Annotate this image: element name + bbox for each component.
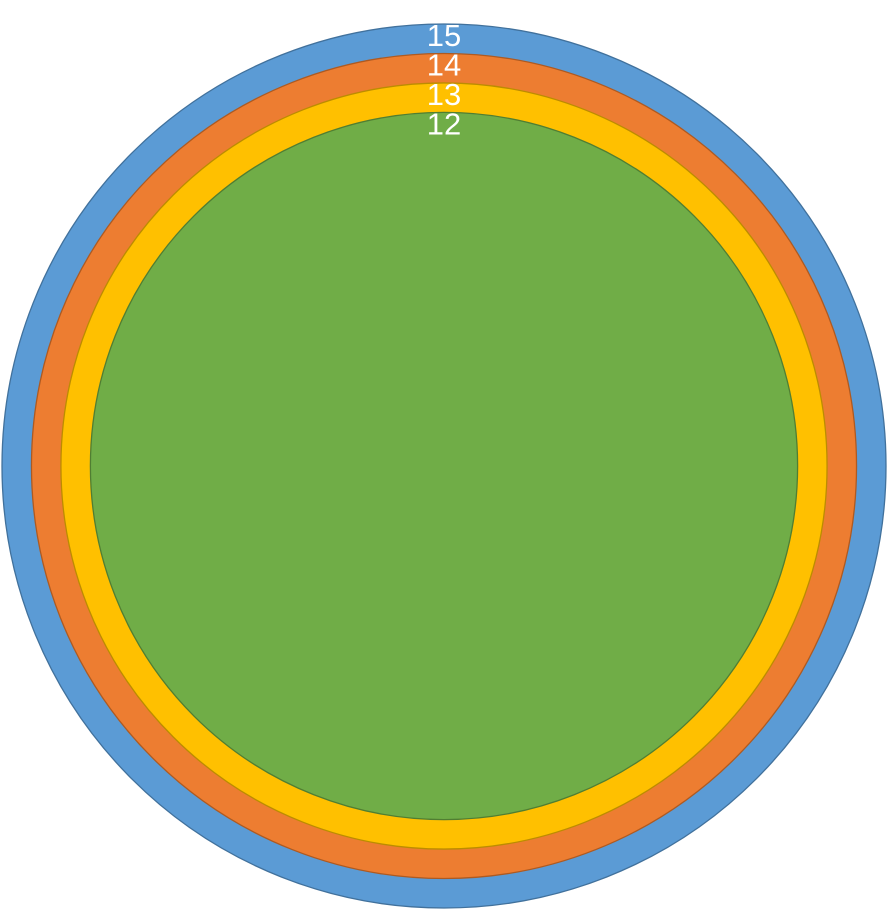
data-label: 15 [427,18,461,53]
data-label: 14 [427,48,461,83]
circle [89,111,799,821]
data-label: 12 [427,107,461,142]
data-label: 13 [427,77,461,112]
